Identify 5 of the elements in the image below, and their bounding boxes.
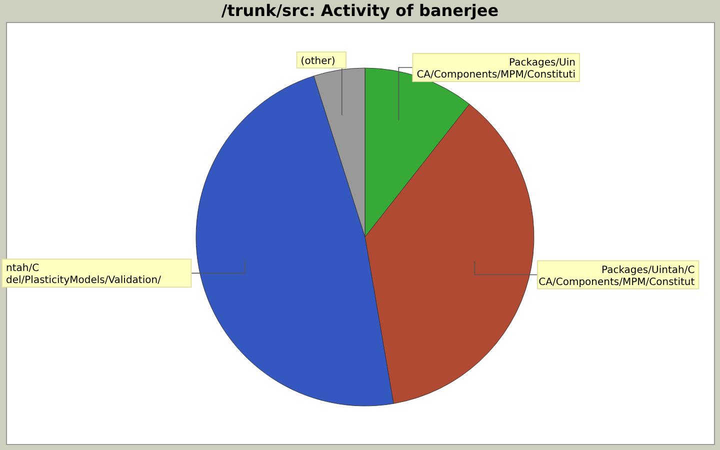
slice-label: Packages/Uin CA/Components/MPM/Constituti xyxy=(416,57,576,80)
slice-label: ntah/C del/PlasticityModels/Validation/ xyxy=(6,263,162,286)
chart-title: /trunk/src: Activity of banerjee xyxy=(220,0,500,22)
slice-label: Packages/Uintah/C CA/Components/MPM/Constitut xyxy=(538,264,695,288)
slice-label: (other) xyxy=(300,56,336,67)
